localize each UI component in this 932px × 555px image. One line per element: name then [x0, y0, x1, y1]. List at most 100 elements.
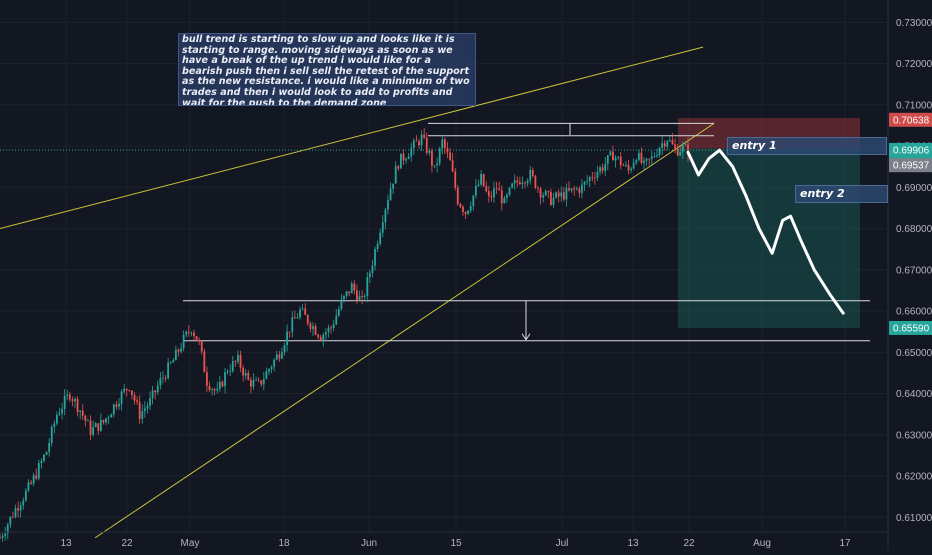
candle-body	[529, 169, 532, 181]
x-tick-label: Jul	[556, 538, 569, 549]
candle-body	[500, 190, 503, 204]
x-tick-label: 15	[450, 538, 462, 549]
candle-body	[301, 308, 304, 310]
candle-body	[76, 398, 79, 413]
y-tick-label: 0.63000	[896, 430, 932, 441]
candle-body	[350, 283, 353, 294]
candle-body	[286, 331, 288, 346]
candle-body	[570, 188, 573, 191]
candle-body	[81, 410, 84, 416]
candle-body	[348, 291, 351, 294]
candle-body	[43, 454, 45, 461]
candle-body	[412, 140, 415, 149]
y-tick-label: 0.73000	[896, 18, 932, 29]
candle-body	[661, 143, 664, 148]
candle-body	[24, 490, 27, 501]
candle-body	[164, 377, 167, 379]
candle-body	[446, 148, 449, 153]
candle-body	[415, 140, 418, 142]
candle-body	[637, 152, 640, 161]
price-tag-box	[889, 112, 932, 127]
candle-body	[389, 188, 392, 201]
candle-body	[464, 212, 467, 215]
candle-body	[449, 152, 451, 161]
candle-body	[376, 243, 379, 250]
entry-2-label[interactable]: entry 2	[795, 185, 888, 203]
candle-body	[366, 277, 369, 296]
candle-body	[105, 418, 107, 423]
candle-body	[247, 372, 250, 380]
candle-body	[482, 174, 485, 187]
candle-body	[48, 443, 51, 452]
candle-body	[12, 516, 14, 518]
candle-body	[309, 323, 312, 329]
candle-body	[539, 188, 542, 198]
candle-body	[552, 197, 555, 206]
candle-body	[322, 334, 325, 341]
candle-body	[588, 177, 591, 182]
candle-body	[560, 192, 563, 197]
candle-body	[477, 184, 480, 186]
candle-body	[198, 340, 201, 342]
candle-body	[278, 354, 281, 359]
candle-body	[679, 151, 682, 156]
candle-body	[242, 367, 245, 376]
candle-body	[306, 314, 309, 324]
candle-body	[410, 148, 413, 157]
candle-body	[472, 195, 475, 207]
candle-body	[249, 379, 252, 387]
candle-body	[668, 140, 671, 141]
candle-body	[630, 168, 632, 171]
candle-body	[281, 352, 283, 359]
candle-body	[402, 153, 405, 161]
candle-body	[609, 151, 612, 156]
candle-body	[1, 536, 4, 538]
candle-body	[156, 385, 159, 393]
candle-body	[604, 163, 607, 171]
candle-body	[681, 145, 684, 152]
candle-body	[244, 372, 247, 376]
x-tick-label: Jun	[361, 538, 377, 549]
x-tick-label: Aug	[753, 538, 771, 549]
candle-body	[627, 164, 630, 171]
candle-body	[94, 423, 97, 428]
candle-body	[503, 197, 506, 204]
candle-body	[136, 400, 138, 402]
candle-body	[420, 134, 423, 146]
candle-body	[327, 327, 330, 333]
candle-body	[56, 414, 58, 424]
candle-body	[687, 144, 689, 156]
candle-body	[645, 158, 648, 161]
candle-body	[617, 156, 620, 158]
candle-body	[462, 207, 464, 213]
candle-body	[203, 351, 206, 373]
candle-body	[337, 309, 340, 316]
candle-body	[392, 183, 395, 189]
candle-body	[154, 390, 157, 393]
candle-body	[643, 160, 645, 163]
y-tick-label: 0.71000	[896, 100, 932, 111]
candle-body	[255, 379, 257, 381]
candle-body	[622, 165, 625, 166]
candle-body	[407, 156, 410, 160]
candle-body	[146, 405, 149, 409]
candle-body	[193, 332, 195, 337]
candle-body	[443, 139, 446, 149]
candle-body	[578, 188, 581, 193]
candle-body	[557, 192, 560, 197]
analysis-note[interactable]: bull trend is starting to slow up and lo…	[178, 33, 476, 106]
candle-body	[384, 209, 387, 223]
candle-body	[619, 156, 622, 166]
price-tag-label: 0.65590	[893, 323, 930, 334]
candle-body	[433, 165, 436, 167]
candle-body	[37, 463, 40, 479]
candle-body	[550, 191, 552, 206]
candle-body	[120, 391, 123, 404]
candle-body	[345, 291, 348, 296]
candle-body	[487, 191, 490, 197]
entry-1-label[interactable]: entry 1	[727, 137, 887, 155]
candle-body	[270, 367, 273, 370]
candle-body	[544, 190, 547, 196]
candle-body	[216, 388, 219, 391]
